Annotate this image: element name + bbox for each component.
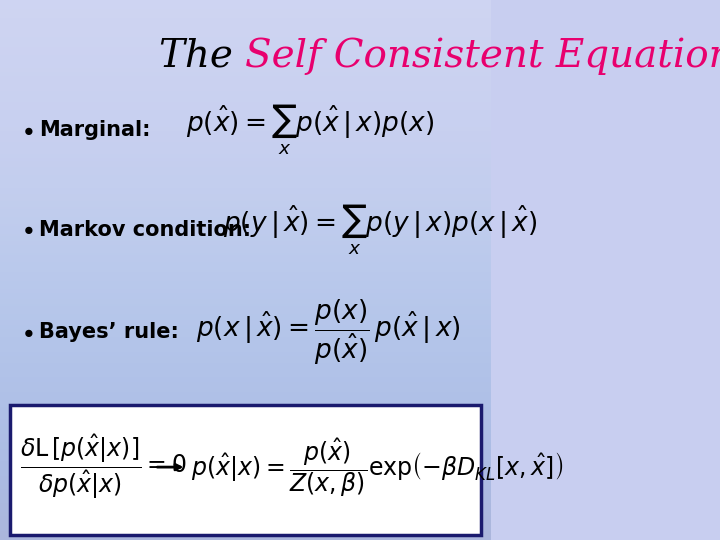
Text: $\bullet$: $\bullet$ (19, 320, 33, 344)
Text: $\bullet$: $\bullet$ (19, 218, 33, 241)
Text: Self Consistent Equations: Self Consistent Equations (246, 38, 720, 75)
Text: $p(\hat{x}|x){=}\dfrac{p(\hat{x})}{Z(x,\beta)}\exp\!\left(-\beta D_{KL}[x,\hat{x: $p(\hat{x}|x){=}\dfrac{p(\hat{x})}{Z(x,\… (192, 436, 564, 498)
Text: Markov condition:: Markov condition: (39, 219, 251, 240)
Text: The: The (159, 38, 246, 75)
Text: $\bullet$: $\bullet$ (19, 118, 33, 141)
FancyBboxPatch shape (10, 405, 480, 535)
Text: Bayes’ rule:: Bayes’ rule: (39, 322, 179, 342)
Text: $p(x\,|\,\hat{x}) = \dfrac{p(x)}{p(\hat{x})}\,p(\hat{x}\,|\,x)$: $p(x\,|\,\hat{x}) = \dfrac{p(x)}{p(\hat{… (196, 298, 461, 367)
Text: Marginal:: Marginal: (39, 119, 150, 140)
Text: $p(\hat{x}) = \sum_{x} p(\hat{x}\,|\,x)p(x)$: $p(\hat{x}) = \sum_{x} p(\hat{x}\,|\,x)p… (186, 103, 434, 157)
Text: $p(y\,|\,\hat{x}) = \sum_{x} p(y\,|\,x)p(x\,|\,\hat{x})$: $p(y\,|\,\hat{x}) = \sum_{x} p(y\,|\,x)p… (223, 202, 537, 256)
Text: $\dfrac{\delta \mathsf{L}\,[p(\hat{x}|x)]}{\delta p(\hat{x}|x)} = 0$: $\dfrac{\delta \mathsf{L}\,[p(\hat{x}|x)… (19, 433, 186, 501)
